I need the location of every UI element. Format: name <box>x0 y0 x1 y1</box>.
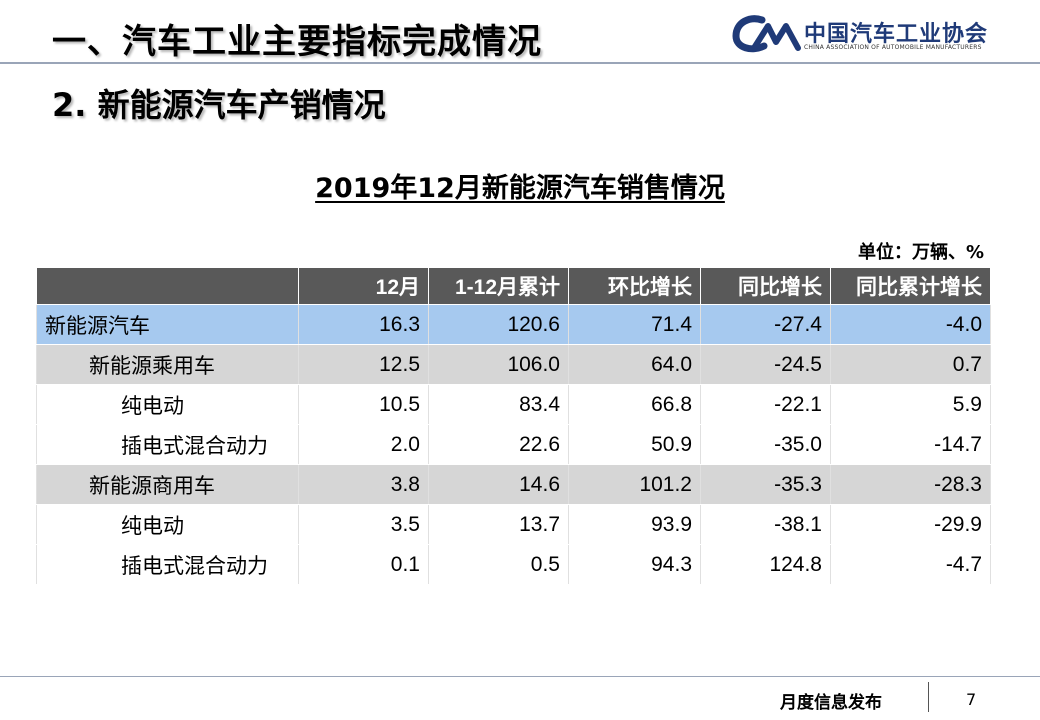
cell-value: 13.7 <box>428 504 569 545</box>
cell-value: 64.0 <box>568 344 701 385</box>
cell-value: -35.3 <box>700 464 831 505</box>
cell-value: 3.8 <box>298 464 429 505</box>
row-label: 纯电动 <box>36 504 299 545</box>
page-number: 7 <box>966 690 977 709</box>
cell-value: 106.0 <box>428 344 569 385</box>
table-row: 新能源商用车 3.8 14.6 101.2 -35.3 -28.3 <box>36 464 991 505</box>
section-title: 2. 新能源汽车产销情况 <box>52 86 386 124</box>
footer-separator <box>928 682 929 712</box>
footer-text: 月度信息发布 <box>780 693 882 713</box>
column-header-month: 12月 <box>298 267 429 305</box>
caam-logo-icon <box>732 15 801 53</box>
row-label: 新能源乘用车 <box>36 344 299 385</box>
cell-value: 83.4 <box>428 384 569 425</box>
cell-value: -14.7 <box>830 424 991 465</box>
header-title: 一、汽车工业主要指标完成情况 <box>52 22 542 62</box>
column-header-cumulative: 1-12月累计 <box>428 267 569 305</box>
cell-value: -22.1 <box>700 384 831 425</box>
cell-value: 71.4 <box>568 304 701 345</box>
footer-divider <box>0 676 1040 677</box>
cell-value: 5.9 <box>830 384 991 425</box>
cell-value: 120.6 <box>428 304 569 345</box>
table-row: 插电式混合动力 0.1 0.5 94.3 124.8 -4.7 <box>36 544 991 585</box>
table-row: 插电式混合动力 2.0 22.6 50.9 -35.0 -14.7 <box>36 424 991 465</box>
cell-value: 0.1 <box>298 544 429 585</box>
cell-value: -28.3 <box>830 464 991 505</box>
column-header-yoy-cumulative: 同比累计增长 <box>830 267 991 305</box>
cell-value: 0.5 <box>428 544 569 585</box>
row-label: 插电式混合动力 <box>36 544 299 585</box>
row-label: 新能源商用车 <box>36 464 299 505</box>
cell-value: 66.8 <box>568 384 701 425</box>
cell-value: 124.8 <box>700 544 831 585</box>
table-row: 纯电动 10.5 83.4 66.8 -22.1 5.9 <box>36 384 991 425</box>
cell-value: 0.7 <box>830 344 991 385</box>
cell-value: -4.7 <box>830 544 991 585</box>
row-label: 插电式混合动力 <box>36 424 299 465</box>
cell-value: -38.1 <box>700 504 831 545</box>
table-title-text: 2019年12月新能源汽车销售情况 <box>315 173 725 204</box>
cell-value: -24.5 <box>700 344 831 385</box>
cell-value: 22.6 <box>428 424 569 465</box>
sales-table: 12月 1-12月累计 环比增长 同比增长 同比累计增长 新能源汽车 16.3 … <box>36 267 991 585</box>
logo-chinese-name: 中国汽车工业协会 <box>804 22 989 47</box>
column-header-mom: 环比增长 <box>568 267 701 305</box>
cell-value: -35.0 <box>700 424 831 465</box>
cell-value: -4.0 <box>830 304 991 345</box>
cell-value: 3.5 <box>298 504 429 545</box>
cell-value: 94.3 <box>568 544 701 585</box>
table-row: 新能源汽车 16.3 120.6 71.4 -27.4 -4.0 <box>36 304 991 345</box>
cell-value: 50.9 <box>568 424 701 465</box>
cell-value: 16.3 <box>298 304 429 345</box>
cell-value: 12.5 <box>298 344 429 385</box>
cell-value: 10.5 <box>298 384 429 425</box>
table-row: 纯电动 3.5 13.7 93.9 -38.1 -29.9 <box>36 504 991 545</box>
cell-value: 2.0 <box>298 424 429 465</box>
cell-value: -29.9 <box>830 504 991 545</box>
logo-english-name: CHINA ASSOCIATION OF AUTOMOBILE MANUFACT… <box>804 44 982 51</box>
cell-value: 14.6 <box>428 464 569 505</box>
row-label: 纯电动 <box>36 384 299 425</box>
unit-label: 单位：万辆、% <box>857 242 984 263</box>
table-header-row: 12月 1-12月累计 环比增长 同比增长 同比累计增长 <box>36 267 991 305</box>
row-label: 新能源汽车 <box>36 304 299 345</box>
cell-value: -27.4 <box>700 304 831 345</box>
cell-value: 101.2 <box>568 464 701 505</box>
table-title: 2019年12月新能源汽车销售情况 <box>0 166 1040 205</box>
cell-value: 93.9 <box>568 504 701 545</box>
table-row: 新能源乘用车 12.5 106.0 64.0 -24.5 0.7 <box>36 344 991 385</box>
caam-logo: 中国汽车工业协会 CHINA ASSOCIATION OF AUTOMOBILE… <box>732 14 1002 58</box>
column-header-label <box>36 267 299 305</box>
column-header-yoy: 同比增长 <box>700 267 831 305</box>
header-divider <box>0 62 1040 64</box>
